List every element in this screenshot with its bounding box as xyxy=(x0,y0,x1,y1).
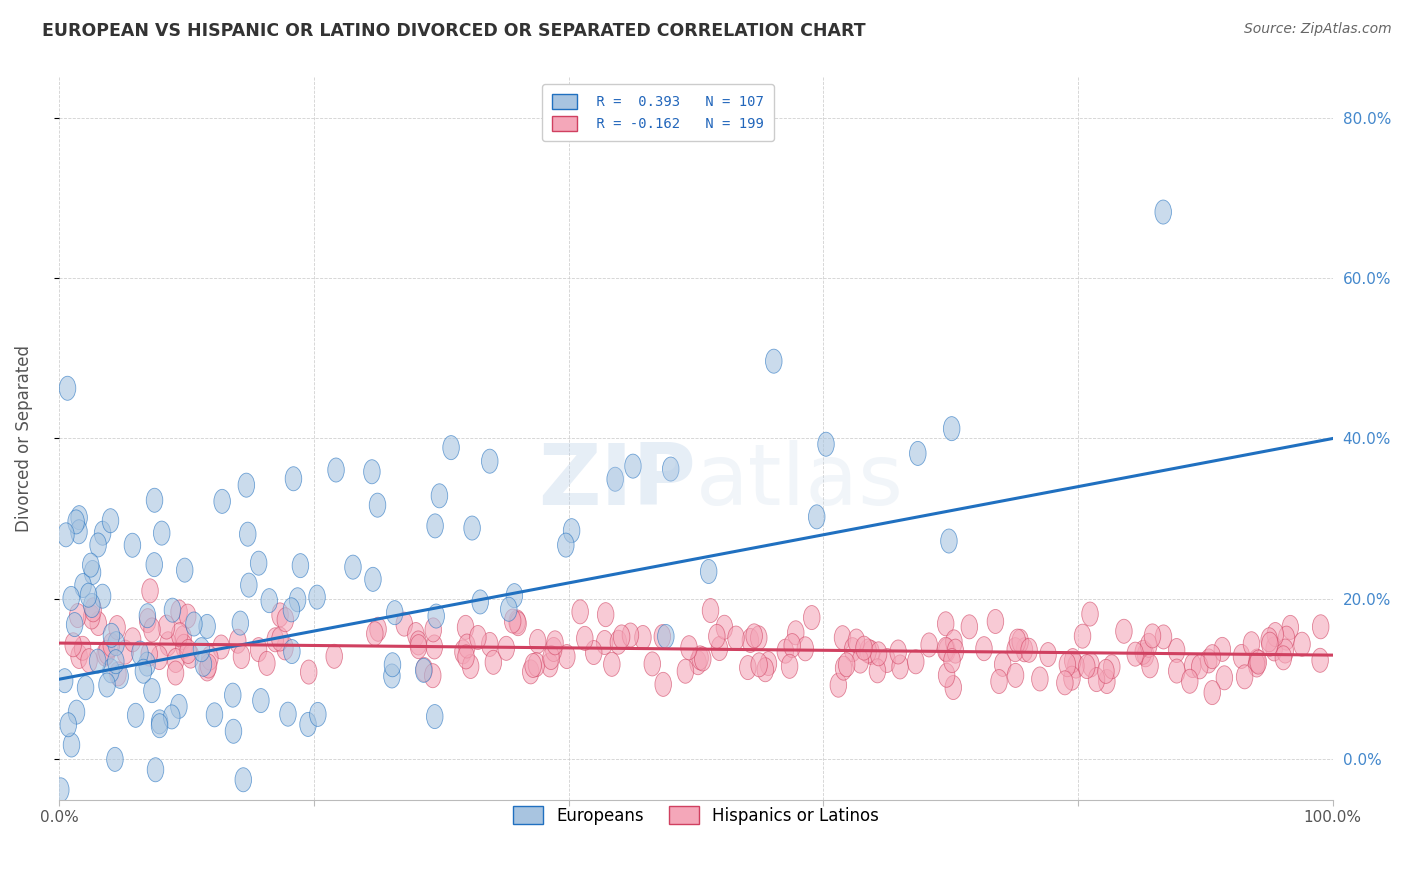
Text: atlas: atlas xyxy=(696,441,904,524)
Y-axis label: Divorced or Separated: Divorced or Separated xyxy=(15,345,32,532)
Legend: Europeans, Hispanics or Latinos: Europeans, Hispanics or Latinos xyxy=(503,796,889,835)
Text: ZIP: ZIP xyxy=(538,441,696,524)
Text: Source: ZipAtlas.com: Source: ZipAtlas.com xyxy=(1244,22,1392,37)
Text: EUROPEAN VS HISPANIC OR LATINO DIVORCED OR SEPARATED CORRELATION CHART: EUROPEAN VS HISPANIC OR LATINO DIVORCED … xyxy=(42,22,866,40)
